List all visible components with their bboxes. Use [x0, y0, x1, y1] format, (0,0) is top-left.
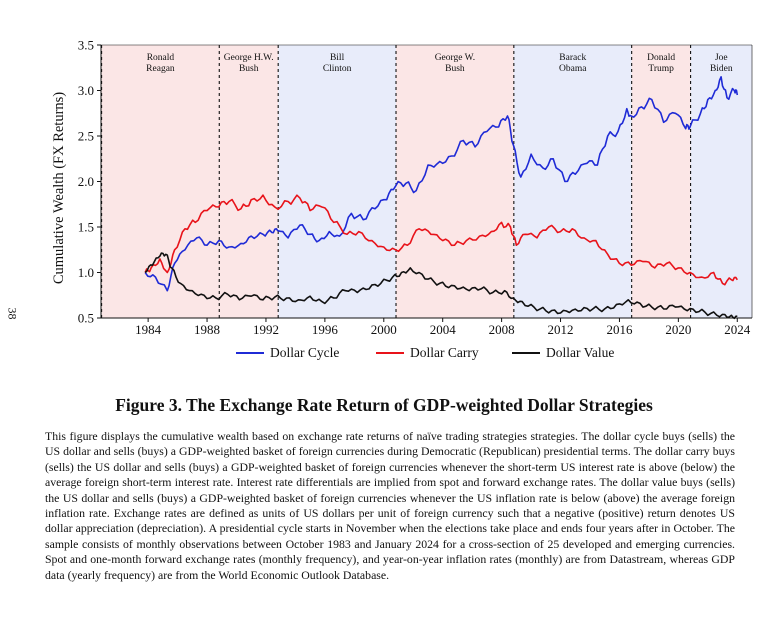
- y-axis-label: Cumulative Wealth (FX Returns): [51, 92, 67, 284]
- legend-swatch-dollar-carry: [376, 352, 404, 354]
- presidency-shading: [101, 45, 752, 318]
- presidency-label-1-line1: George H.W.: [224, 53, 274, 63]
- axes: 0.5 1.0 1.5 2.0 2.5 3.0 3.5 1984 1988 1992 1996 200…: [78, 38, 753, 337]
- presidency-label-3-line2: Bush: [445, 64, 465, 74]
- x-tick-label-4: 2000: [371, 322, 397, 337]
- y-tick-label-3: 2.0: [78, 174, 94, 189]
- presidency-label-6-line1: Joe: [715, 53, 728, 63]
- presidency-label-5-line2: Trump: [648, 64, 674, 74]
- series-line-dollar-cycle: [144, 76, 739, 292]
- presidency-shade-0: [101, 45, 220, 318]
- y-tick-label-6: 3.5: [78, 38, 94, 53]
- presidency-shade-1: [219, 45, 279, 318]
- y-tick-label-0: 0.5: [78, 311, 94, 326]
- legend-item-dollar-value: Dollar Value: [512, 345, 614, 361]
- presidency-label-2-line1: Bill: [330, 53, 345, 63]
- presidency-shade-3: [396, 45, 514, 318]
- legend-label-dollar-value: Dollar Value: [546, 345, 615, 360]
- chart-series: [144, 76, 739, 320]
- x-tick-label-7: 2012: [548, 322, 574, 337]
- legend-swatch-dollar-value: [512, 352, 540, 354]
- presidency-label-4-line2: Obama: [559, 64, 587, 74]
- x-tick-label-0: 1984: [135, 322, 162, 337]
- legend-label-dollar-cycle: Dollar Cycle: [270, 345, 340, 360]
- presidency-shade-5: [631, 45, 691, 318]
- y-tick-label-2: 1.5: [78, 220, 94, 235]
- legend-label-dollar-carry: Dollar Carry: [410, 345, 479, 360]
- presidency-label-2-line2: Clinton: [323, 64, 352, 74]
- presidency-shade-6: [690, 45, 752, 318]
- presidency-shade-4: [513, 45, 632, 318]
- chart-legend: Dollar Cycle Dollar Carry Dollar Value: [0, 345, 768, 371]
- figure-caption: This figure displays the cumulative weal…: [45, 429, 735, 582]
- series-line-dollar-carry: [144, 194, 738, 286]
- y-tick-label-5: 3.0: [78, 83, 94, 98]
- presidency-label-1-line2: Bush: [239, 64, 259, 74]
- legend-swatch-dollar-cycle: [236, 352, 264, 354]
- legend-item-dollar-carry: Dollar Carry: [376, 345, 479, 361]
- x-tick-label-5: 2004: [430, 322, 457, 337]
- presidency-label-3-line1: George W.: [435, 53, 475, 63]
- presidency-label-6-line2: Biden: [710, 64, 733, 74]
- presidency-label-4-line1: Barack: [559, 53, 586, 63]
- x-tick-label-9: 2020: [665, 322, 691, 337]
- x-tick-label-6: 2008: [489, 322, 515, 337]
- presidency-label-0-line2: Reagan: [146, 64, 175, 74]
- figure-title: Figure 3. The Exchange Rate Return of GD…: [115, 395, 653, 415]
- x-tick-label-3: 1996: [312, 322, 339, 337]
- x-tick-label-10: 2024: [724, 322, 751, 337]
- x-tick-label-1: 1988: [194, 322, 220, 337]
- presidency-label-0-line1: Ronald: [147, 53, 175, 63]
- x-tick-label-2: 1992: [253, 322, 279, 337]
- x-tick-label-8: 2016: [606, 322, 633, 337]
- legend-item-dollar-cycle: Dollar Cycle: [236, 345, 339, 361]
- page-number: 38: [5, 307, 20, 320]
- line-chart: 0.5 1.0 1.5 2.0 2.5 3.0 3.5 1984 1988 1992 1996 200…: [51, 38, 753, 337]
- y-tick-label-4: 2.5: [78, 129, 94, 144]
- presidency-shade-2: [278, 45, 397, 318]
- y-tick-label-1: 1.0: [78, 265, 94, 280]
- presidency-label-5-line1: Donald: [647, 53, 675, 63]
- series-line-dollar-value: [144, 252, 738, 320]
